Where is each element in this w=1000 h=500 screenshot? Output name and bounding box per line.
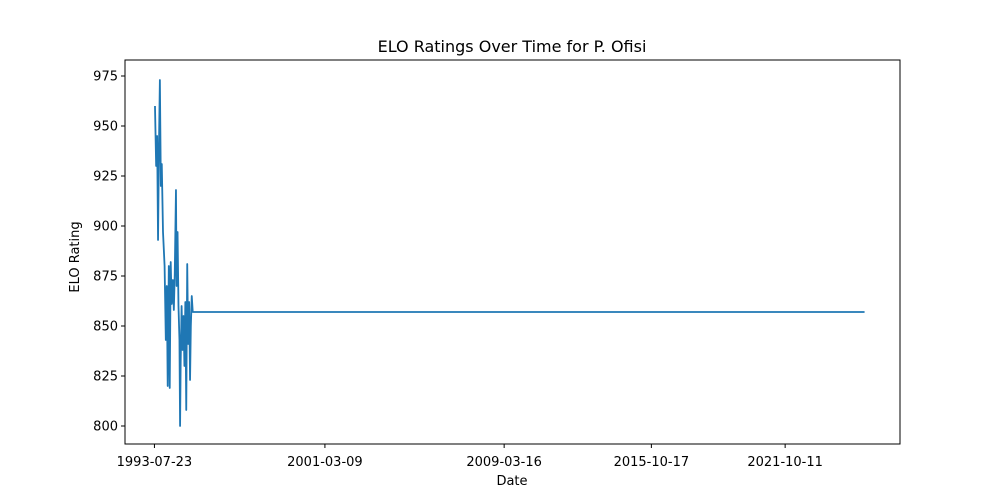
y-axis-ticks: 800 825 850 875 900 925 950 975 bbox=[93, 70, 125, 435]
plot-frame bbox=[124, 59, 901, 445]
x-tick-label: 1993-07-23 bbox=[117, 455, 193, 470]
y-tick-label: 825 bbox=[93, 370, 118, 385]
series-line bbox=[154, 79, 865, 427]
y-axis-label: ELO Rating bbox=[68, 221, 83, 292]
y-tick-label: 975 bbox=[93, 70, 118, 85]
y-tick-label: 950 bbox=[93, 120, 118, 135]
y-tick-label: 850 bbox=[93, 320, 118, 335]
chart-title: ELO Ratings Over Time for P. Ofisi bbox=[378, 37, 647, 56]
y-tick-label: 925 bbox=[93, 170, 118, 185]
y-tick-label: 900 bbox=[93, 220, 118, 235]
y-tick-label: 800 bbox=[93, 420, 118, 435]
series-layer bbox=[154, 79, 865, 427]
x-axis-label: Date bbox=[496, 474, 527, 489]
x-tick-label: 2001-03-09 bbox=[287, 455, 363, 470]
x-tick-label: 2021-10-11 bbox=[747, 455, 823, 470]
x-axis-ticks: 1993-07-23 2001-03-09 2009-03-16 2015-10-17… bbox=[117, 444, 823, 470]
x-tick-label: 2009-03-16 bbox=[466, 455, 542, 470]
y-tick-label: 875 bbox=[93, 270, 118, 285]
x-tick-label: 2015-10-17 bbox=[614, 455, 690, 470]
